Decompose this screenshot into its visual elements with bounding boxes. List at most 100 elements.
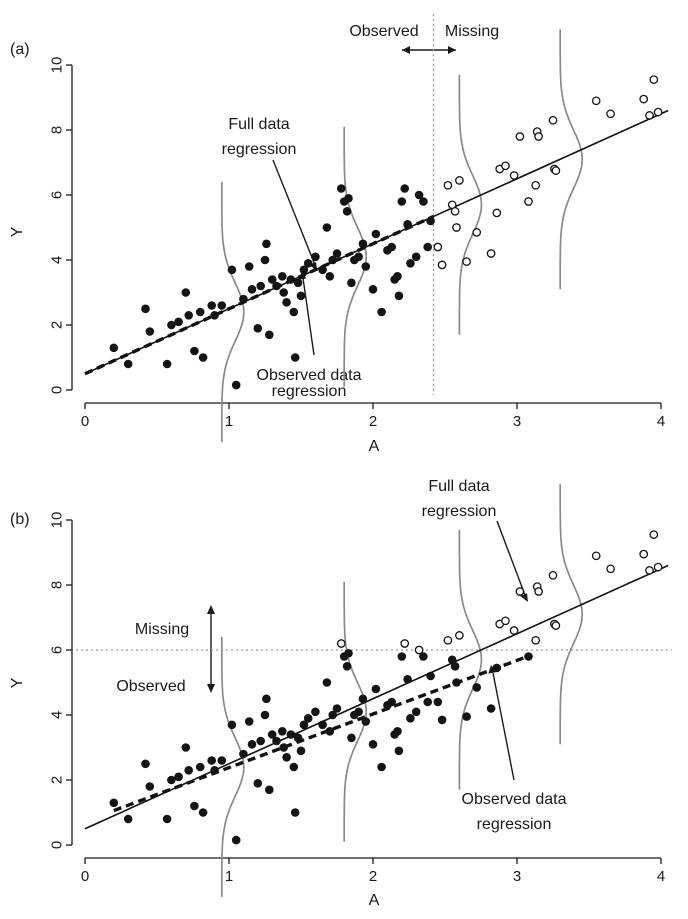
observed-regression-label-1-b: Observed data [462,791,567,808]
panel-label-b: (b) [10,511,30,528]
observed-point-a [282,298,291,307]
observed-point-b [265,785,274,795]
observed-point-b [272,736,281,746]
observed-point-b [286,730,296,739]
observed-point-b [354,707,363,717]
observed-point-a [141,304,150,314]
missing-point-b [414,645,424,655]
missing-point-a [433,242,443,252]
observed-point-b [419,652,428,661]
x-tick-label-b: 1 [225,868,233,885]
observed-point-b [311,707,320,717]
missing-point-b [455,631,464,640]
observed-point-a [371,229,381,239]
missing-point-b [400,639,410,648]
observed-point-a [354,252,363,262]
observed-point-a [299,265,309,275]
missing-point-a [653,107,663,117]
observed-point-b [403,675,412,684]
observed-point-a [145,327,155,336]
observed-point-b [279,743,289,752]
x-tick-label-a: 4 [657,413,665,430]
observed-point-a [207,301,216,310]
missing-point-a [462,257,471,266]
observed-point-a [337,184,346,193]
missing-point-b [515,587,525,596]
conditional-density-curve-a [343,126,368,387]
missing-point-b [531,635,541,645]
observed-point-a [403,220,412,229]
y-axis-title-a: Y [9,226,26,237]
y-tick-label-a: 6 [49,191,66,199]
observed-point-a [279,288,289,297]
arrowhead-down-b [207,684,215,693]
observed-point-b [325,727,335,736]
missing-point-a [534,132,543,141]
observed-point-b [452,678,461,687]
observed-point-a [167,320,176,330]
observed-point-b [492,663,502,673]
observed-point-b [109,798,119,808]
observed-point-b [262,694,271,704]
full-regression-arrowhead-b [520,593,528,602]
missing-point-b [653,562,663,572]
missing-point-a [551,166,561,175]
observed-point-a [265,330,274,340]
observed-point-a [260,255,270,265]
y-tick-label-b: 2 [49,776,66,784]
observed-point-a [328,255,338,265]
full-data-regression-line-b [84,564,669,830]
observed-point-a [210,311,219,320]
observed-point-a [361,262,371,271]
legend-observed-b: Observed [116,678,185,695]
y-tick-label-b: 0 [49,841,66,849]
observed-point-b [361,717,371,726]
x-axis-title-a: A [369,438,380,455]
observed-point-a [256,281,266,291]
observed-point-b [371,684,381,694]
observed-point-b [210,766,219,775]
observed-point-b [167,775,176,785]
full-regression-arrow-a [272,159,316,266]
observed-regression-arrow-b [492,672,515,781]
observed-point-a [293,278,303,288]
observed-point-b [260,710,270,720]
observed-point-b [377,762,386,772]
full-regression-label-1-a: Full data [228,116,289,133]
observed-regression-arrow-a [302,277,315,356]
missing-point-b [639,549,649,559]
y-tick-label-b: 10 [49,512,66,529]
arrowhead-left-a [402,46,410,54]
observed-point-b [145,782,155,791]
observed-point-b [290,808,300,817]
observed-point-b [289,762,299,772]
observed-point-b [293,733,303,743]
missing-point-a [591,96,601,106]
missing-point-a [639,94,649,104]
missing-point-a [455,176,464,185]
x-tick-label-b: 3 [513,868,521,885]
observed-point-a [286,275,296,284]
observed-point-b [267,730,277,739]
missing-point-b [534,587,543,596]
missing-point-b [645,566,654,575]
observed-point-a [311,252,320,262]
missing-point-a [437,260,447,270]
observed-point-a [332,249,342,258]
observed-point-b [397,652,407,661]
x-tick-label-a: 3 [513,413,521,430]
missing-point-b [501,616,510,626]
observed-point-b [303,714,313,723]
missing-point-a [531,180,541,190]
conditional-density-curve-a [458,74,483,335]
missing-point-a [606,109,615,119]
observed-point-b [368,740,378,749]
y-tick-label-a: 0 [49,386,66,394]
observed-data-regression-line-a [84,214,435,376]
missing-point-a [515,132,525,141]
observed-point-a [347,278,356,288]
missing-point-a [492,208,502,218]
observed-point-b [358,694,368,704]
observed-point-b [195,762,205,772]
missing-point-a [649,75,659,84]
